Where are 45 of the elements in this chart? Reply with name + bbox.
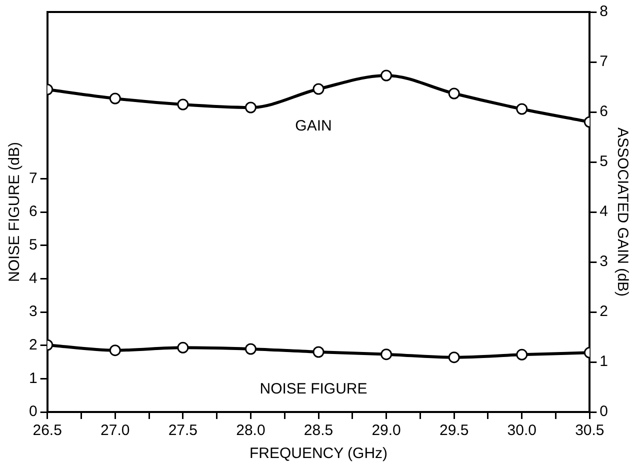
- x-tick-label: 30.0: [507, 422, 536, 440]
- point: [516, 348, 528, 360]
- y-tick-label: 1: [29, 370, 38, 387]
- series-label: NOISE FIGURE: [260, 380, 368, 398]
- point: [109, 92, 121, 104]
- x-tick-label: 30.5: [575, 422, 604, 440]
- point: [244, 343, 256, 355]
- y-axis-title: NOISE FIGURE (dB): [6, 142, 24, 282]
- y2-tick-label: 1: [600, 353, 608, 370]
- y-tick-label: 3: [29, 303, 38, 320]
- point: [380, 70, 392, 82]
- y-tick-label: 5: [29, 236, 38, 254]
- point: [448, 88, 460, 100]
- x-axis-title: FREQUENCY (GHz): [249, 445, 388, 462]
- y2-tick-label: 3: [600, 253, 608, 270]
- x-tick-label: 27.0: [100, 422, 130, 440]
- point: [177, 98, 189, 110]
- x-tick-label: 27.5: [168, 422, 198, 440]
- point: [244, 102, 256, 114]
- point: [448, 352, 460, 364]
- y2-tick-label: 5: [600, 153, 608, 170]
- y2-axis-title: ASSOCIATED GAIN (dB): [614, 128, 631, 296]
- x-tick-label: 29.5: [439, 422, 469, 440]
- y2-tick-label: 7: [600, 53, 608, 70]
- y2-tick-label: 2: [600, 303, 608, 320]
- point: [109, 344, 121, 356]
- y2-tick-label: 8: [600, 3, 608, 20]
- series-label: GAIN: [295, 118, 332, 135]
- y-tick-label: 0: [29, 403, 38, 420]
- point: [380, 348, 392, 360]
- y2-tick-label: 4: [600, 203, 608, 220]
- point: [516, 103, 528, 115]
- y-tick-label: 4: [29, 270, 38, 287]
- x-tick-label: 28.5: [304, 422, 334, 440]
- x-tick-label: 28.0: [236, 422, 266, 440]
- y-tick-label: 6: [29, 203, 38, 220]
- point: [312, 346, 324, 358]
- y-tick-label: 2: [29, 336, 38, 354]
- y2-tick-label: 0: [600, 403, 608, 420]
- point: [177, 342, 189, 354]
- x-tick-label: 26.5: [32, 422, 62, 440]
- y2-tick-label: 6: [600, 103, 608, 120]
- point: [312, 83, 324, 95]
- y-tick-label: 7: [29, 170, 38, 187]
- x-tick-label: 29.0: [372, 422, 401, 440]
